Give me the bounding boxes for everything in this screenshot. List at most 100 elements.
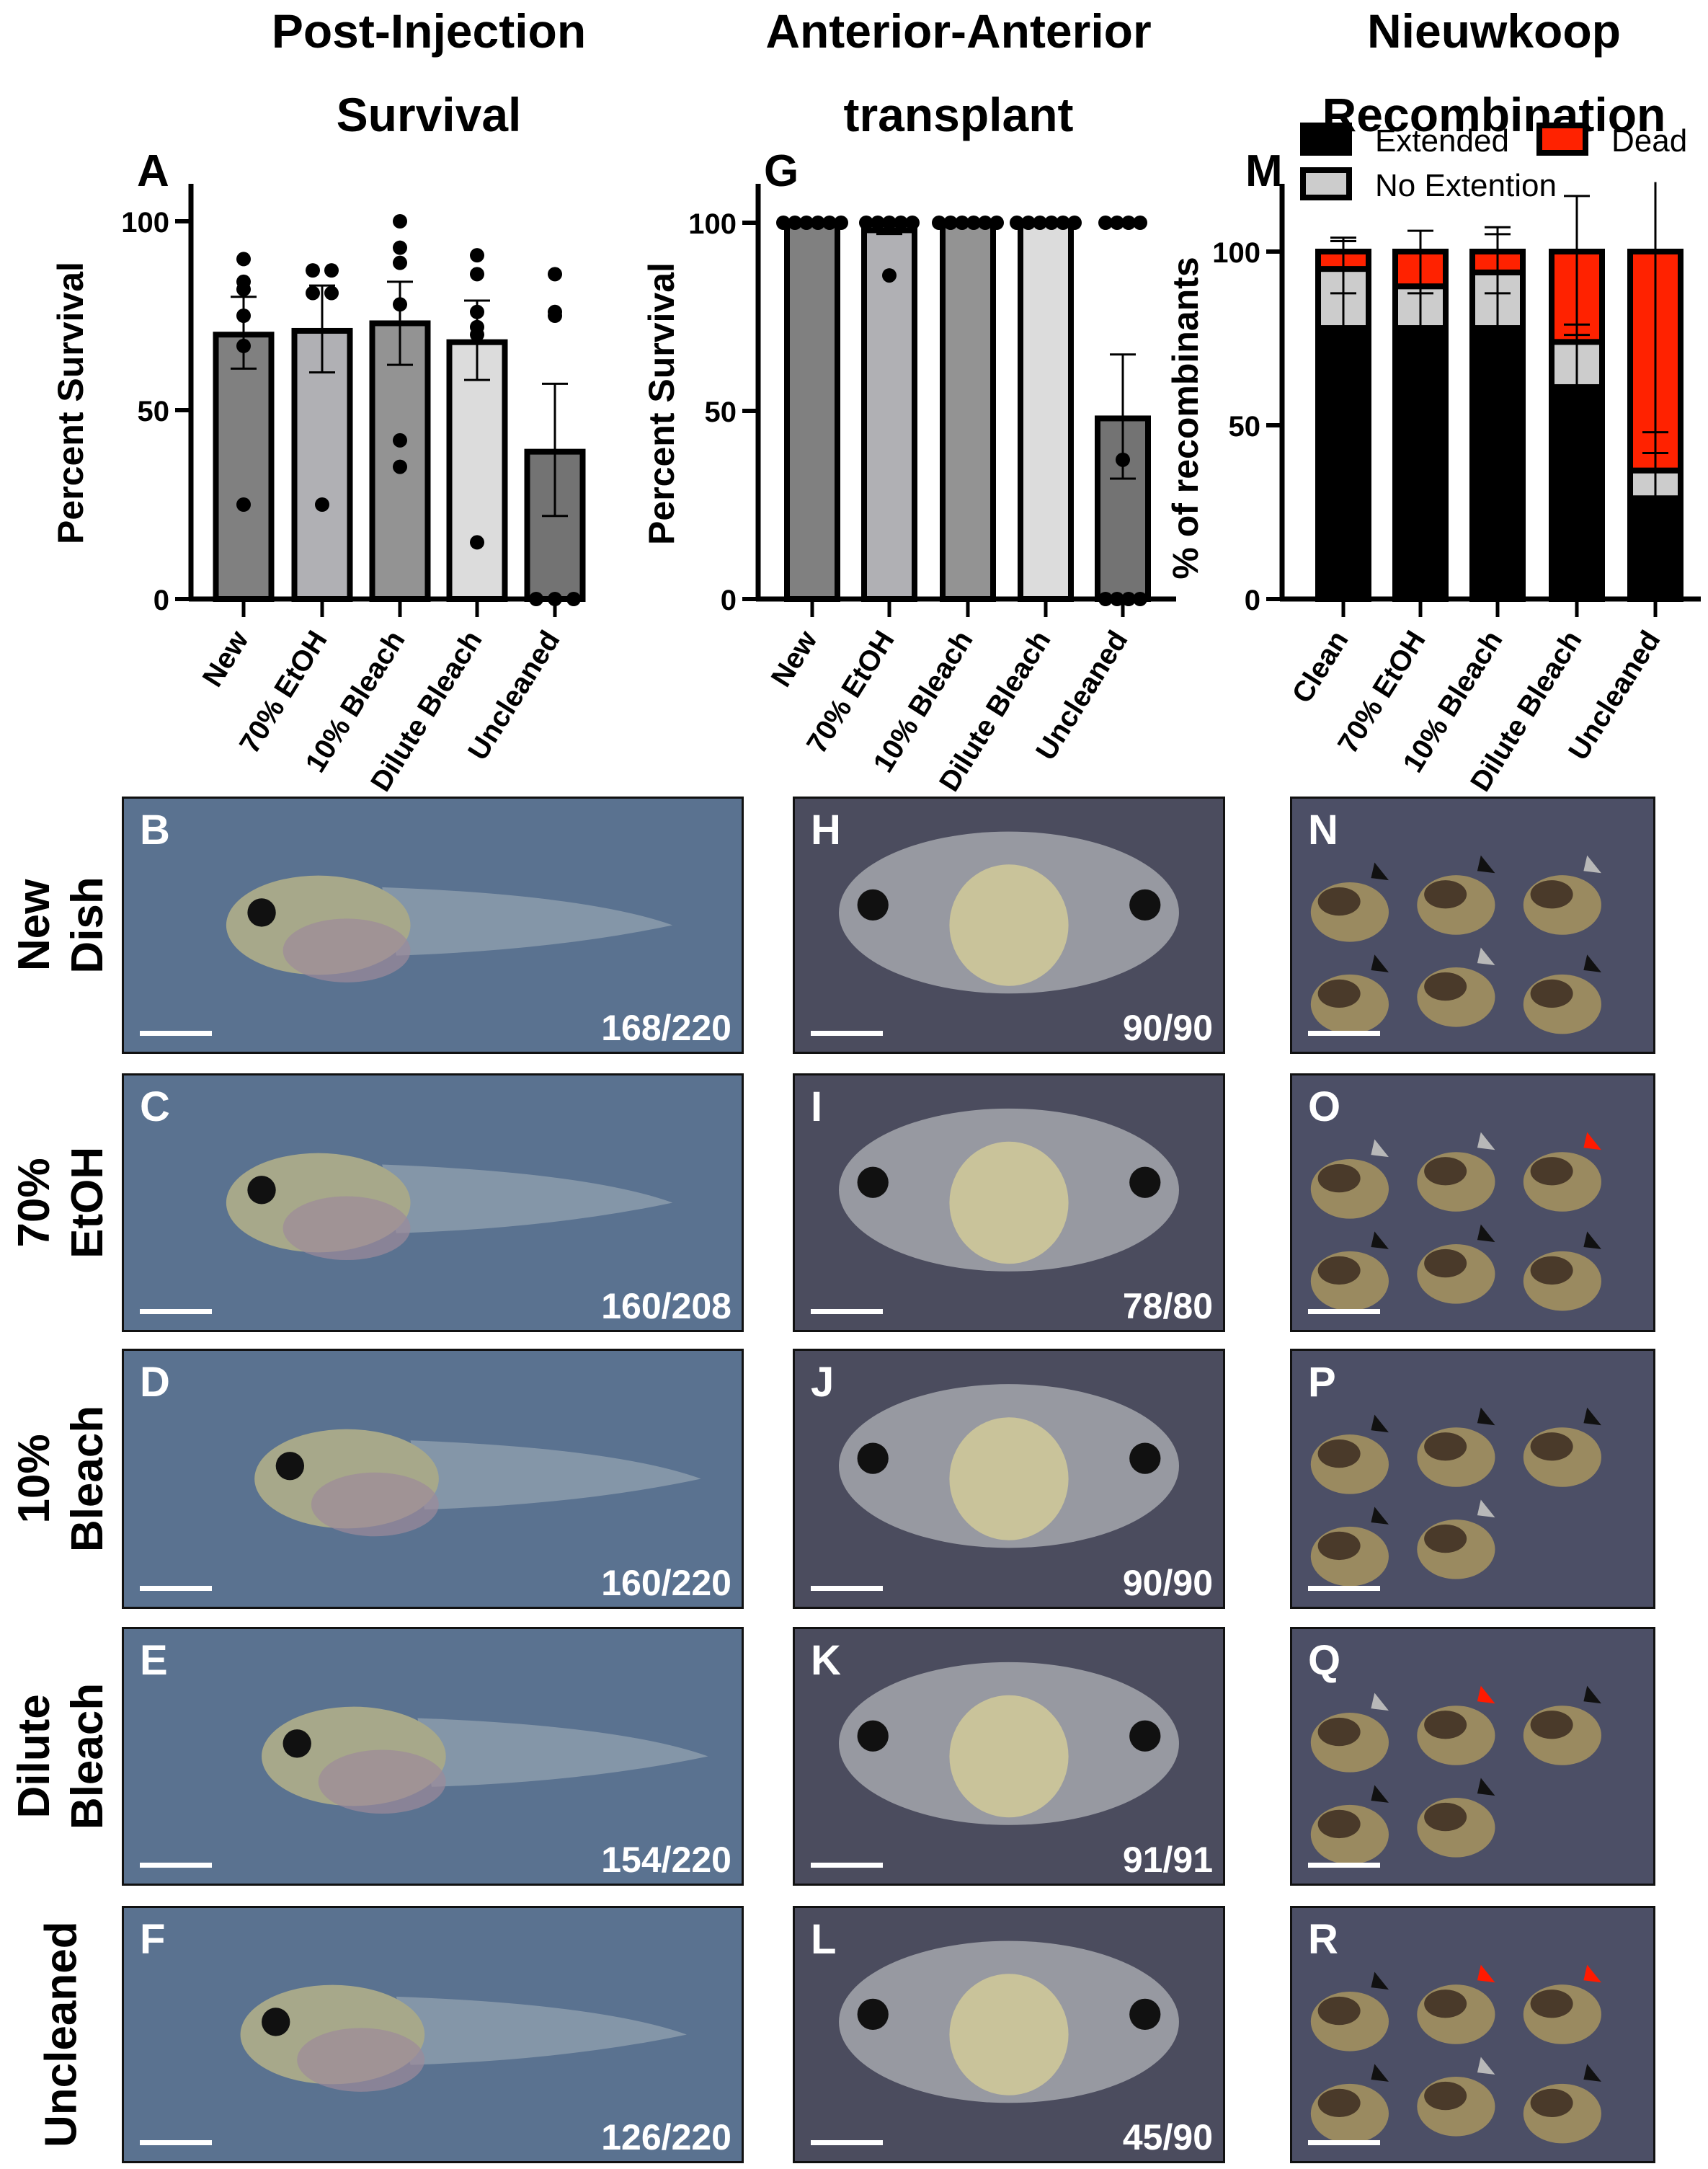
survival-count: 90/90: [1122, 1563, 1213, 1603]
row-label-line1: Dilute: [9, 1693, 59, 1819]
data-point: [1044, 216, 1059, 230]
data-point: [1056, 216, 1070, 230]
arrowhead-icon: [1477, 1964, 1495, 1983]
survival-count: 90/90: [1122, 1008, 1213, 1048]
scale-bar: [140, 1586, 212, 1591]
row-label: Dilute Bleach: [8, 1626, 115, 1885]
panel-letter: O: [1308, 1083, 1341, 1130]
data-point: [989, 216, 1004, 230]
panel-letter: J: [811, 1359, 835, 1406]
y-tick-label: 0: [721, 585, 737, 616]
micrograph-panel-B: B 168/220: [122, 797, 744, 1054]
stacked-segment-extended: [1469, 325, 1526, 602]
micrograph-panel-L: L 45/90: [793, 1906, 1225, 2163]
stacked-segment-extended: [1627, 495, 1683, 602]
micrograph-panel-D: D 160/220: [122, 1349, 744, 1609]
panel-letter: F: [140, 1916, 166, 1963]
data-point: [882, 268, 897, 283]
legend-swatch: [1300, 167, 1352, 200]
data-point: [1110, 592, 1124, 606]
y-tick-label: 50: [138, 396, 170, 427]
panel-letter: R: [1308, 1916, 1338, 1963]
data-point: [306, 263, 320, 278]
data-point: [548, 267, 562, 282]
panel-letter: P: [1308, 1359, 1336, 1406]
arrowhead-icon: [1371, 1414, 1389, 1433]
data-point: [393, 240, 407, 255]
panel-letter: C: [140, 1083, 170, 1130]
specimen-image: [240, 1984, 687, 2092]
arrowhead-icon: [1477, 947, 1495, 966]
specimen-image: [838, 1384, 1180, 1548]
data-point: [470, 267, 484, 282]
scale-bar: [140, 1309, 212, 1314]
row-label-line1: 10%: [9, 1433, 59, 1523]
specimen-image: [1310, 1132, 1601, 1311]
data-point: [966, 216, 981, 230]
arrowhead-icon: [1583, 2064, 1601, 2082]
data-point: [470, 248, 484, 263]
data-point: [566, 592, 581, 606]
y-tick-label: 50: [705, 396, 737, 428]
panel-letter: A: [137, 146, 169, 196]
scale-bar: [140, 1031, 212, 1036]
x-tick-label: New: [197, 625, 255, 693]
arrowhead-icon: [1477, 2057, 1495, 2075]
bar: [940, 220, 996, 602]
column-title-survival: Post-Injection Survival: [271, 4, 587, 141]
arrowhead-icon: [1583, 1407, 1601, 1426]
panel-letter: N: [1308, 807, 1338, 853]
y-axis-label: Percent Survival: [641, 262, 682, 545]
arrowhead-icon: [1371, 1231, 1389, 1249]
data-point: [470, 535, 484, 550]
data-point: [315, 497, 329, 512]
data-point: [529, 592, 543, 606]
row-label-line2: Bleach: [63, 1682, 112, 1829]
legend-label: Extended: [1375, 123, 1509, 159]
data-point: [1133, 216, 1147, 230]
specimen-image: [254, 1429, 701, 1537]
arrowhead-icon: [1583, 954, 1601, 972]
arrowhead-icon: [1477, 1499, 1495, 1518]
data-point: [470, 327, 484, 342]
bar: [1018, 220, 1074, 602]
panel-letter: B: [140, 807, 170, 853]
data-point: [1133, 592, 1147, 606]
arrowhead-icon: [1583, 1964, 1601, 1983]
data-point: [894, 216, 908, 230]
row-label-line1: 70%: [9, 1157, 59, 1247]
data-point: [955, 216, 969, 230]
specimen-image: [839, 1662, 1179, 1825]
arrowhead-icon: [1583, 1231, 1601, 1249]
data-point: [236, 497, 251, 512]
y-tick-label: 0: [154, 585, 169, 616]
data-point: [548, 592, 562, 606]
data-point: [393, 255, 407, 270]
survival-count: 154/220: [601, 1840, 731, 1880]
data-point: [882, 216, 897, 230]
arrowhead-icon: [1583, 1132, 1601, 1150]
data-point: [324, 263, 339, 278]
micrograph-panel-N: N: [1290, 797, 1655, 1054]
bar: [213, 332, 275, 602]
bar: [784, 220, 840, 602]
data-point: [470, 304, 484, 319]
arrowhead-icon: [1583, 1685, 1601, 1704]
panel-letter: H: [811, 807, 841, 853]
data-point: [1033, 216, 1047, 230]
data-point: [1121, 216, 1136, 230]
data-point: [978, 216, 992, 230]
arrowhead-icon: [1477, 855, 1495, 874]
micrograph-panel-J: J 90/90: [793, 1349, 1225, 1609]
data-point: [905, 216, 920, 230]
scale-bar: [811, 2140, 883, 2145]
micrograph-panel-E: E 154/220: [122, 1627, 744, 1886]
data-point: [1098, 216, 1113, 230]
data-point: [788, 216, 802, 230]
arrowhead-icon: [1477, 1778, 1495, 1796]
specimen-image: [839, 831, 1179, 994]
